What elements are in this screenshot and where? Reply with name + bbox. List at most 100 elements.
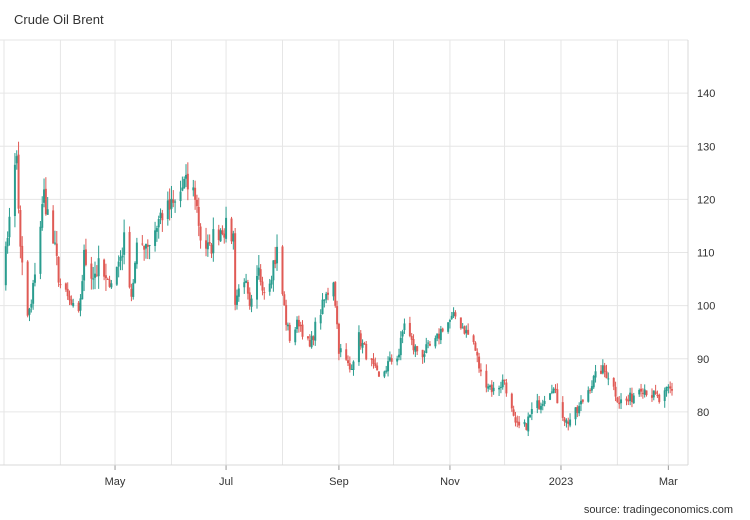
x-tick-label: Mar (659, 476, 678, 488)
candle-body (234, 233, 237, 305)
candle-body (461, 327, 464, 329)
candle-body (43, 189, 46, 203)
candle-body (68, 295, 71, 301)
axis-layer (0, 40, 689, 470)
candle-body (421, 349, 424, 358)
candle-body (408, 322, 411, 336)
candle-body (618, 402, 621, 405)
y-tick-label: 140 (697, 88, 715, 100)
candle-body (261, 281, 264, 291)
candle-body (620, 399, 623, 404)
candle-body (365, 344, 368, 360)
candle-body (363, 343, 366, 345)
candle-body (283, 294, 286, 306)
candle-body (359, 333, 362, 347)
candle-body (472, 335, 475, 343)
candle-body (565, 420, 568, 423)
candle-body (454, 312, 457, 317)
candle-body (166, 200, 169, 220)
candle-body (157, 218, 160, 228)
candle-body (104, 275, 107, 279)
candle-body (199, 226, 202, 241)
candle-body (146, 244, 149, 247)
candle-body (259, 269, 262, 282)
candle-body (286, 324, 289, 327)
candle-body (288, 324, 291, 341)
candle-body (53, 242, 56, 244)
candle-body (32, 282, 35, 304)
candle-body (30, 303, 33, 308)
candle-body (55, 243, 58, 256)
y-tick-label: 120 (697, 194, 715, 206)
candle-body (347, 360, 350, 364)
candle-body (134, 262, 137, 283)
candle-body (529, 414, 532, 418)
candle-body (257, 267, 260, 276)
candle-body (525, 423, 528, 430)
chart-title: Crude Oil Brent (14, 12, 104, 27)
candle-body (476, 351, 479, 356)
y-tick-label: 90 (697, 354, 709, 366)
candle-body (550, 391, 553, 393)
candle-body (396, 358, 399, 362)
candle-body (641, 392, 644, 394)
candle-body (312, 336, 315, 341)
candle-body (94, 273, 97, 278)
candle-body (612, 378, 615, 387)
candle-body (441, 328, 444, 332)
candle-body (592, 376, 595, 388)
candle-body (39, 226, 42, 274)
candle-body (83, 249, 86, 281)
candle-body (640, 388, 643, 392)
candle-body (370, 358, 373, 360)
candle-body (141, 243, 144, 245)
candle-body (230, 218, 233, 242)
candle-body (447, 322, 450, 332)
candle-body (581, 399, 584, 402)
candle-body (285, 305, 288, 325)
candle-body (174, 201, 177, 203)
candle-body (272, 260, 275, 281)
candle-body (474, 342, 477, 351)
candle-body (245, 280, 248, 283)
candle-body (383, 371, 386, 377)
candle-body (658, 394, 661, 403)
candle-body (6, 237, 9, 247)
candle-body (64, 283, 67, 290)
candle-body (527, 416, 530, 432)
candle-body (210, 244, 213, 254)
candle-body (235, 295, 238, 305)
candle-body (219, 230, 222, 242)
candle-body (552, 388, 555, 394)
candle-body (541, 403, 544, 406)
candle-body (46, 209, 49, 215)
candle-body (336, 306, 339, 325)
candle-body (479, 369, 482, 372)
candle-body (387, 361, 390, 372)
y-tick-label: 130 (697, 141, 715, 153)
candle-body (323, 299, 326, 301)
x-tick-label: May (105, 476, 126, 488)
candle-body (645, 390, 648, 396)
candle-body (669, 386, 672, 389)
candle-body (17, 154, 20, 209)
candle-body (28, 308, 31, 315)
candle-body (601, 365, 604, 374)
candle-body (212, 229, 215, 254)
candle-body (632, 395, 635, 404)
candle-body (299, 325, 302, 327)
candle-body (463, 326, 466, 334)
candle-body (667, 386, 670, 388)
candle-body (195, 199, 198, 207)
candle-body (8, 216, 11, 238)
candle-body (246, 282, 249, 294)
candle-body (487, 386, 490, 389)
candle-body (607, 378, 610, 380)
candle-body (263, 292, 266, 294)
candle-body (579, 400, 582, 405)
candle-body (232, 233, 235, 242)
candle-body (345, 349, 348, 360)
y-tick-label: 100 (697, 301, 715, 313)
candle-body (144, 244, 147, 249)
